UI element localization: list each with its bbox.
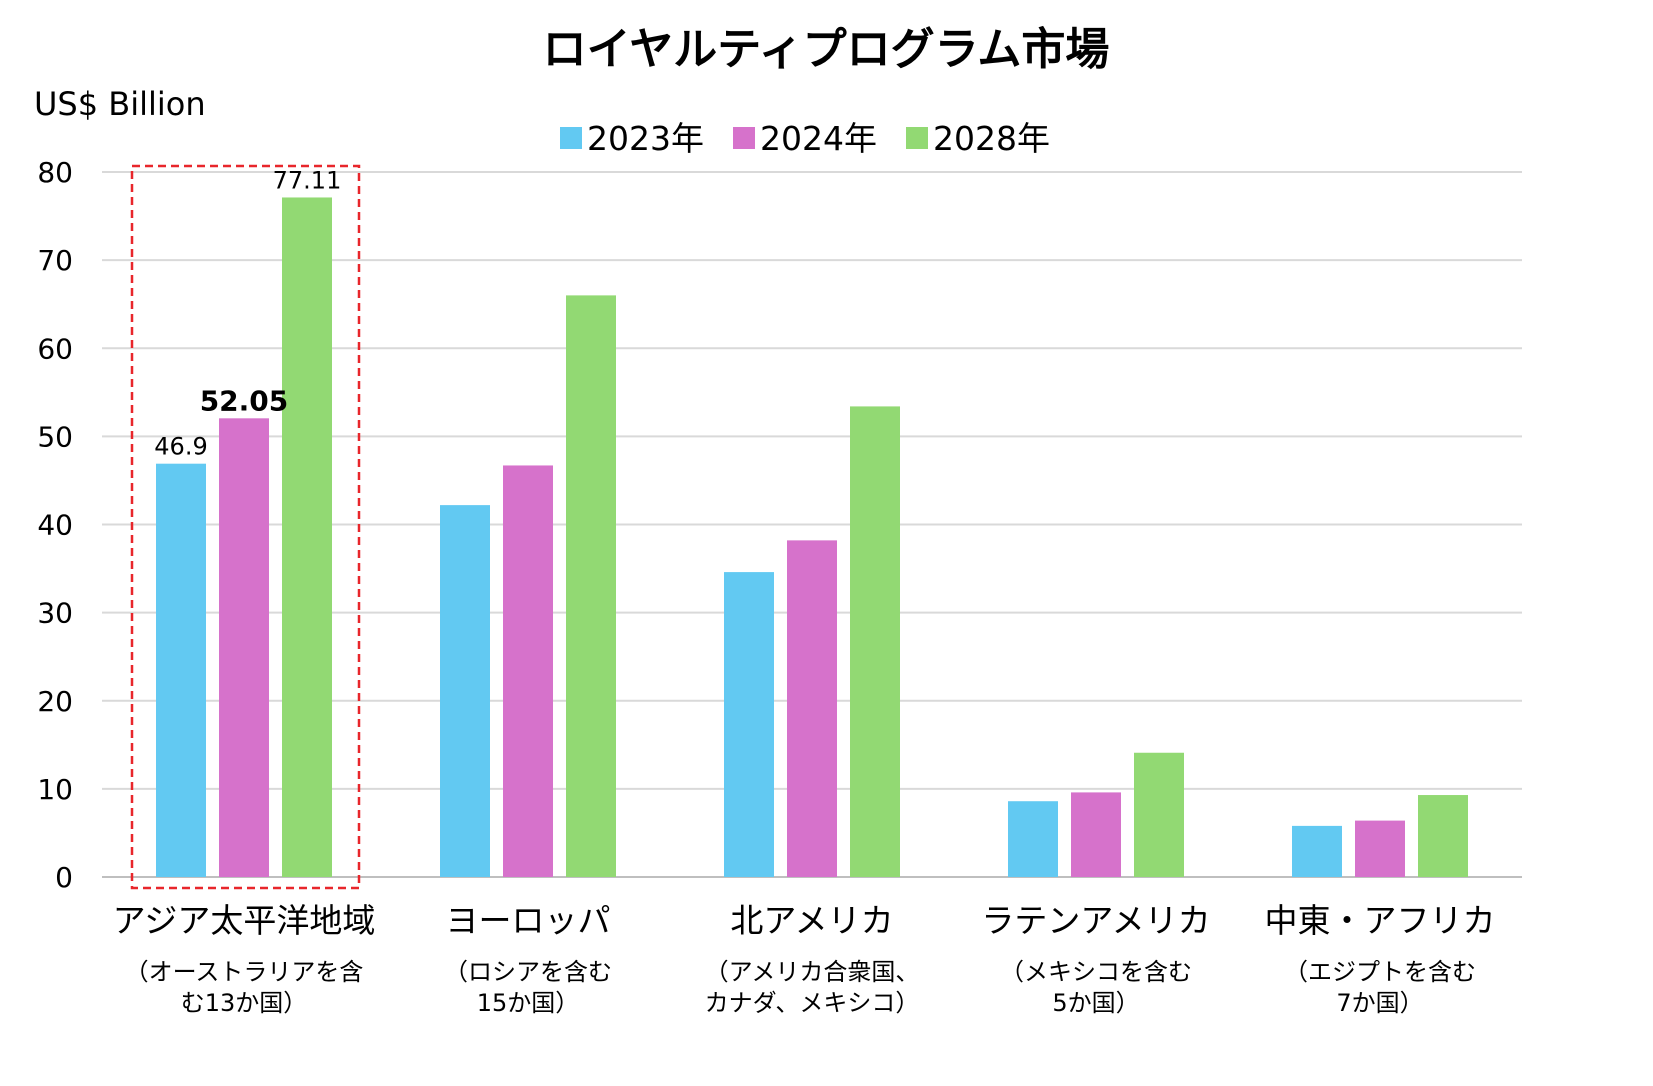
- bar: [850, 406, 900, 877]
- bar: [1134, 752, 1184, 877]
- legend-swatch: [560, 127, 582, 149]
- chart-title: ロイヤルティプログラム市場: [543, 24, 1110, 75]
- x-category-note: 15か国）: [477, 989, 580, 1017]
- bar: [282, 197, 332, 877]
- legend-label: 2024年: [760, 119, 877, 158]
- bar: [1418, 795, 1468, 877]
- bar: [156, 463, 206, 877]
- legend-swatch: [733, 127, 755, 149]
- legend: 2023年 2024年 2028年: [560, 119, 1050, 158]
- bar: [1292, 825, 1342, 877]
- highlight-box: [130, 164, 361, 890]
- legend-label: 2023年: [587, 119, 704, 158]
- bar: [1008, 801, 1058, 877]
- x-category-note: （メキシコを含む: [1000, 958, 1192, 986]
- x-category-label: 中東・アフリカ: [1265, 901, 1496, 940]
- y-tick-label: 80: [37, 156, 73, 189]
- x-category-note: （オーストラリアを含: [125, 958, 364, 986]
- data-labels: 46.9 52.05 77.11: [154, 166, 341, 460]
- legend-swatch: [906, 127, 928, 149]
- x-category-label: 北アメリカ: [730, 901, 893, 940]
- bar: [787, 540, 837, 877]
- y-axis-ticks: 0 10 20 30 40 50 60 70 80: [37, 156, 73, 894]
- gridlines: [102, 171, 1522, 878]
- bar: [724, 572, 774, 877]
- x-category-label: アジア太平洋地域: [113, 901, 376, 940]
- bar: [1071, 792, 1121, 877]
- data-label: 77.11: [273, 166, 342, 194]
- y-tick-label: 50: [37, 420, 73, 453]
- data-label: 52.05: [200, 384, 289, 417]
- bar: [219, 418, 269, 877]
- legend-label: 2028年: [933, 119, 1050, 158]
- data-label: 46.9: [154, 433, 207, 461]
- x-category-note: カナダ、メキシコ）: [705, 989, 920, 1017]
- y-tick-label: 70: [37, 244, 73, 277]
- bars: [156, 197, 1468, 877]
- x-category-note: む13か国）: [181, 989, 308, 1017]
- y-tick-label: 40: [37, 509, 73, 542]
- x-category-note: 7か国）: [1336, 989, 1423, 1017]
- x-category-label: ラテンアメリカ: [981, 901, 1210, 940]
- x-category-label: ヨーロッパ: [446, 901, 611, 940]
- x-category-note: （アメリカ合衆国、: [705, 958, 920, 986]
- y-axis-label: US$ Billion: [34, 85, 206, 123]
- bar: [1355, 820, 1405, 877]
- y-tick-label: 60: [37, 332, 73, 365]
- x-category-note: 5か国）: [1052, 989, 1139, 1017]
- bar: [503, 465, 553, 877]
- y-tick-label: 20: [37, 685, 73, 718]
- x-category-note: （ロシアを含む: [444, 958, 612, 986]
- y-tick-label: 0: [55, 861, 73, 894]
- bar: [566, 295, 616, 877]
- y-tick-label: 10: [37, 773, 73, 806]
- y-tick-label: 30: [37, 597, 73, 630]
- bar: [440, 505, 490, 877]
- x-category-note: （エジプトを含む: [1284, 958, 1476, 986]
